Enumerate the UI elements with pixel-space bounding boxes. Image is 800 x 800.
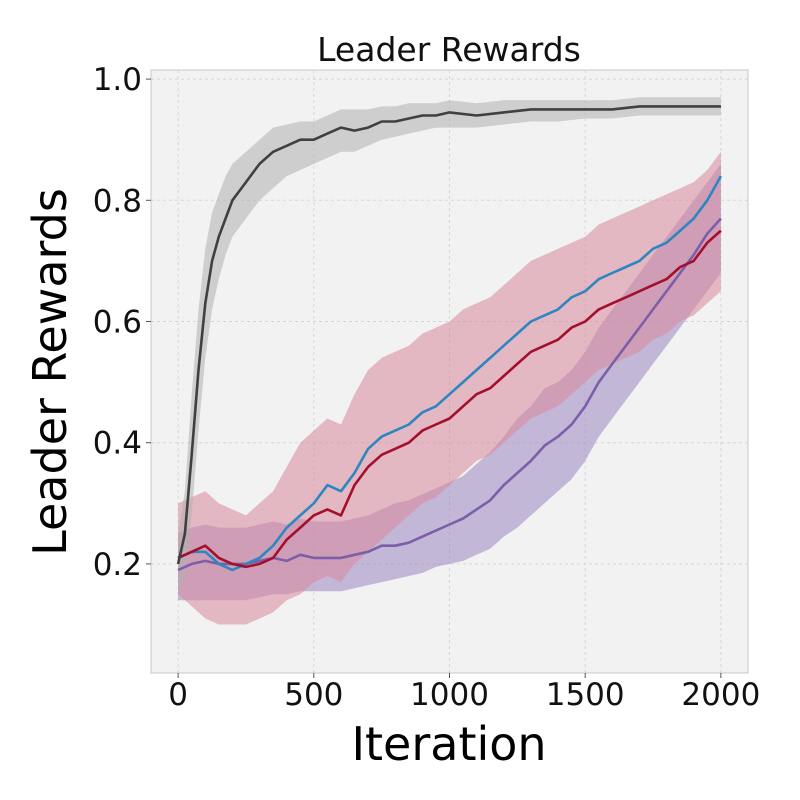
y-tick-label: 1.0 <box>93 62 142 98</box>
y-tick-label: 0.6 <box>93 305 142 341</box>
confidence-bands <box>178 97 721 625</box>
x-tick-label: 1500 <box>546 677 625 713</box>
series-lines <box>176 105 723 572</box>
chart-title: Leader Rewards <box>317 30 581 69</box>
series-2-line <box>177 229 722 569</box>
series-2-band <box>178 151 721 625</box>
x-tick-label: 1000 <box>410 677 489 713</box>
y-axis-label: Leader Rewards <box>23 188 77 556</box>
y-tick-label: 0.2 <box>93 547 142 583</box>
x-tick-label: 0 <box>168 677 188 713</box>
y-tick-label: 0.8 <box>93 183 142 219</box>
x-tick-label: 500 <box>284 677 343 713</box>
series-1-line <box>177 175 723 572</box>
x-axis-label: Iteration <box>351 717 546 771</box>
x-axis-ticks: 0 500 1000 1500 2000 <box>168 673 760 713</box>
series-3-line <box>176 105 721 565</box>
y-axis-ticks: 0.2 0.4 0.6 0.8 1.0 <box>93 62 151 583</box>
y-tick-label: 0.4 <box>93 426 142 462</box>
x-tick-label: 2000 <box>681 677 760 713</box>
